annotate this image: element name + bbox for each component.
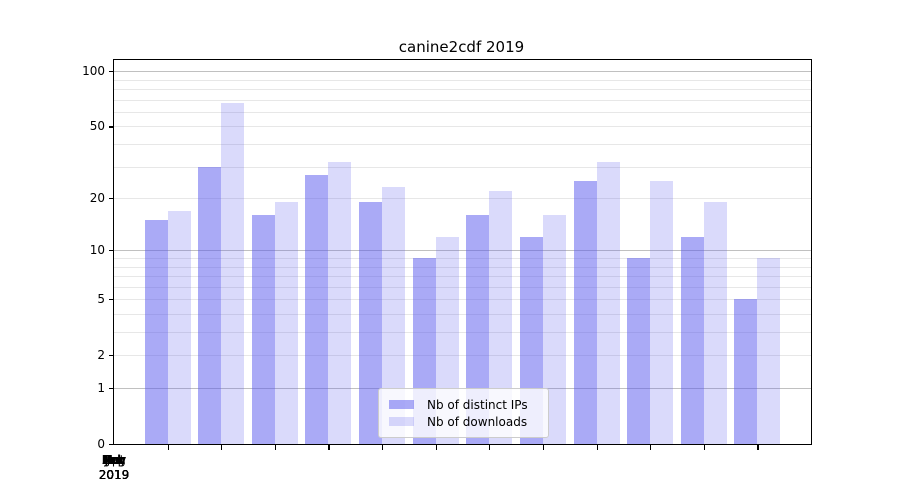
x-tick-mark [542,445,545,450]
bar-downloads-jul [489,190,513,444]
x-tick-mark [328,445,330,450]
bar-downloads-jan [167,210,191,444]
y-tick-label: 2 [97,348,105,363]
x-tick-label-sep: Sep 2019 [98,453,130,482]
y-tick-mark [109,355,114,357]
minor-gridline [114,79,811,81]
bar-downloads-mar [274,202,298,444]
bar-distinct-ips-oct [627,258,651,444]
minor-gridline [114,99,811,101]
x-tick-mark [596,445,598,450]
minor-gridline [114,355,811,357]
bar-downloads-nov [703,202,727,444]
legend-swatch-distinct-ips [389,400,414,409]
y-tick-mark [109,198,114,200]
y-tick-label: 5 [97,292,105,307]
legend: Nb of distinct IPs Nb of downloads [378,388,549,438]
minor-gridline [114,299,811,301]
legend-swatch-downloads [389,417,414,426]
bar-downloads-aug [542,215,566,444]
x-tick-label-nov: Nov 2019 [98,453,130,482]
y-tick-label: 0 [97,437,105,451]
x-tick-mark [489,445,491,450]
minor-gridline [114,286,811,288]
x-tick-mark [703,445,705,450]
minor-gridline [114,144,811,145]
minor-gridline [114,166,811,168]
minor-gridline [114,198,811,200]
bar-distinct-ips-feb [198,166,222,444]
y-tick-mark [109,444,114,446]
bar-distinct-ips-dec [734,299,758,444]
bar-distinct-ips-may [359,202,383,444]
bar-distinct-ips-apr [305,174,329,444]
legend-label-distinct-ips: Nb of distinct IPs [427,397,528,412]
minor-gridline [114,313,811,315]
y-tick-label: 50 [89,119,105,134]
bar-distinct-ips-jul [466,215,490,444]
minor-gridline [114,126,811,128]
x-tick-mark [274,445,277,450]
bar-downloads-dec [757,258,781,444]
bar-downloads-oct [650,180,674,444]
y-tick-label: 10 [89,243,105,258]
x-tick-label-jul: Jul 2019 [98,453,130,482]
minor-gridline [114,111,811,113]
minor-gridline [114,257,811,259]
y-tick-label: 1 [97,381,105,395]
x-tick-label-jan: Jan 2019 [98,453,130,482]
plot-area: Nb of distinct IPs Nb of downloads 0 1 2 5 1… [82,59,812,482]
x-tick-mark [167,445,169,450]
x-tick-label-may: May 2019 [98,453,130,482]
bar-distinct-ips-jan [144,220,168,444]
bar-distinct-ips-sep [573,180,597,444]
minor-gridline [114,332,811,333]
legend-label-downloads: Nb of downloads [427,414,528,429]
x-tick-label-jun: Jun 2019 [98,453,130,482]
x-tick-mark [650,445,652,450]
bar-downloads-may [382,187,406,444]
y-tick-mark [109,299,114,301]
y-tick-mark [109,250,114,252]
x-tick-mark [382,445,384,450]
minor-gridline [114,89,811,90]
minor-gridline [114,276,811,278]
x-tick-label-dec: Dec 2019 [98,453,130,482]
x-tick-mark [221,445,223,450]
bar-downloads-feb [221,103,245,444]
y-tick-mark [109,388,114,390]
y-tick-mark [109,126,114,128]
x-tick-label-apr: Apr 2019 [98,453,130,482]
x-tick-label-feb: Feb 2019 [98,453,130,482]
y-tick-label: 20 [89,191,105,206]
y-tick-label: 100 [82,64,105,79]
x-tick-label-mar: Mar 2019 [98,453,130,482]
bar-distinct-ips-nov [680,236,704,444]
bar-distinct-ips-mar [251,215,275,444]
legend-item-downloads: Nb of downloads [389,415,538,429]
x-tick-mark [435,445,437,450]
major-gridline [114,71,811,73]
y-tick-mark [109,71,114,73]
bar-downloads-sep [596,161,620,444]
legend-item-distinct-ips: Nb of distinct IPs [389,398,538,412]
x-tick-label-aug: Aug 2019 [98,453,130,482]
x-tick-label-oct: Oct 2019 [98,453,130,482]
bar-downloads-apr [328,161,352,444]
x-tick-mark [757,445,759,450]
chart-title: canine2cdf 2019 [398,38,525,56]
minor-gridline [114,266,811,268]
major-gridline [114,250,811,252]
